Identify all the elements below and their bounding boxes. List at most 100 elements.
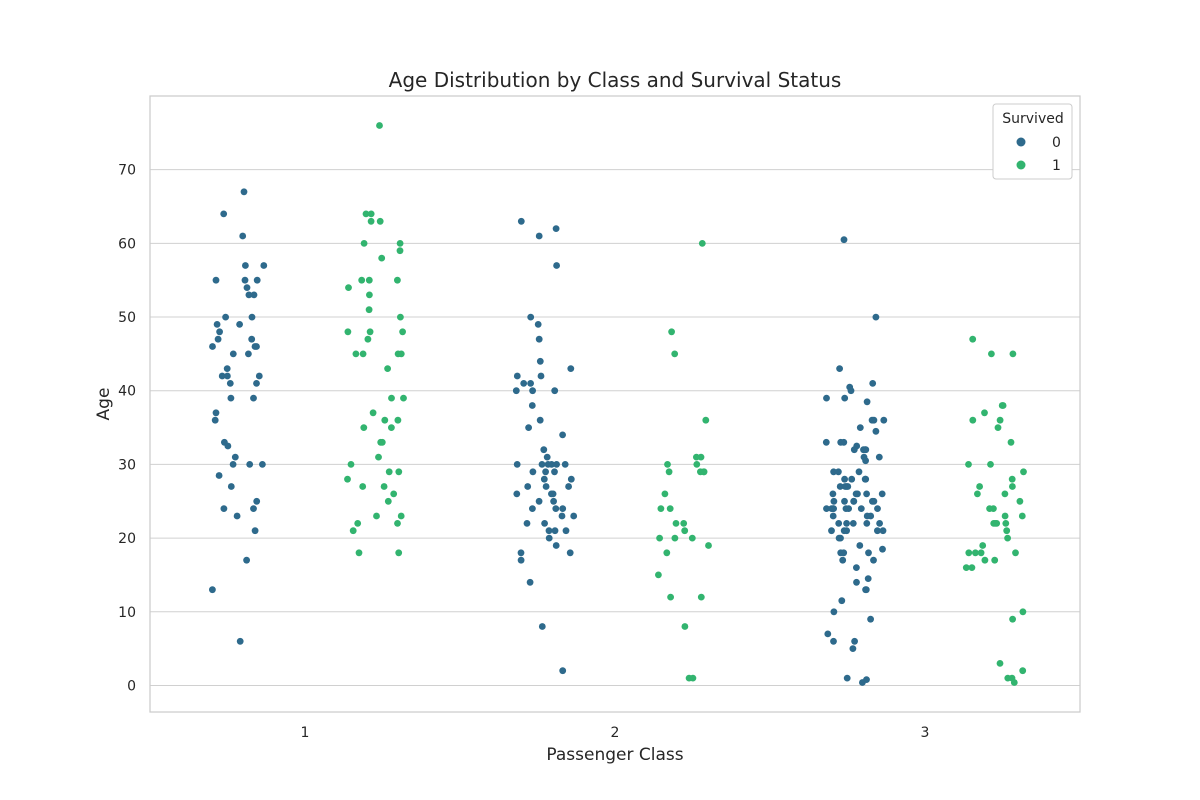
- data-point-survived-0-class-1: [246, 461, 254, 468]
- data-point-survived-0-class-2: [526, 578, 534, 586]
- data-point-survived-1-class-3: [965, 549, 973, 557]
- data-point-survived-0-class-2: [513, 490, 521, 498]
- data-point-survived-1-class-1: [395, 468, 403, 476]
- data-point-survived-1-class-2: [666, 505, 674, 512]
- data-point-survived-0-class-2: [517, 556, 525, 564]
- data-point-survived-0-class-2: [525, 424, 532, 431]
- data-point-survived-0-class-1: [236, 637, 244, 645]
- data-point-survived-0-class-2: [551, 527, 559, 535]
- data-point-survived-1-class-2: [656, 534, 663, 542]
- data-point-survived-1-class-3: [1019, 667, 1027, 675]
- data-point-survived-0-class-1: [253, 497, 261, 505]
- data-point-survived-0-class-3: [830, 608, 838, 616]
- data-point-survived-0-class-2: [552, 225, 560, 233]
- data-point-survived-0-class-1: [255, 372, 263, 380]
- data-point-survived-0-class-3: [863, 512, 871, 520]
- x-tick-labels: 1 2 3: [301, 725, 930, 741]
- data-point-survived-0-class-1: [248, 335, 256, 343]
- data-point-survived-0-class-1: [216, 328, 224, 336]
- data-point-survived-0-class-1: [233, 512, 241, 520]
- data-point-survived-1-class-3: [981, 409, 988, 417]
- data-point-survived-0-class-3: [849, 520, 857, 527]
- data-point-survived-0-class-2: [541, 520, 548, 527]
- data-point-survived-0-class-3: [830, 497, 838, 505]
- data-point-survived-0-class-2: [534, 321, 542, 328]
- data-point-survived-0-class-3: [868, 416, 876, 424]
- data-point-survived-0-class-1: [223, 365, 231, 372]
- data-point-survived-0-class-3: [829, 505, 837, 512]
- data-point-survived-1-class-1: [367, 210, 375, 218]
- data-point-survived-0-class-3: [863, 520, 871, 527]
- data-point-survived-0-class-1: [251, 527, 259, 535]
- data-point-survived-0-class-3: [859, 679, 866, 686]
- data-point-survived-0-class-3: [829, 490, 837, 498]
- data-point-survived-0-class-1: [245, 291, 253, 299]
- chart-title: Age Distribution by Class and Survival S…: [389, 68, 842, 92]
- data-point-survived-0-class-1: [229, 461, 237, 468]
- data-point-survived-0-class-3: [869, 380, 877, 387]
- data-point-survived-0-class-2: [544, 461, 552, 468]
- data-point-survived-1-class-3: [996, 416, 1004, 424]
- data-point-survived-1-class-1: [362, 210, 370, 218]
- data-point-survived-0-class-2: [538, 623, 546, 630]
- data-point-survived-0-class-2: [561, 461, 569, 468]
- data-point-survived-1-class-3: [974, 490, 981, 498]
- data-point-survived-1-class-1: [360, 424, 368, 431]
- data-point-survived-0-class-3: [841, 475, 848, 483]
- data-point-survived-0-class-3: [823, 505, 830, 512]
- data-point-survived-1-class-2: [688, 534, 696, 542]
- data-point-survived-0-class-2: [540, 446, 548, 454]
- gridlines: [150, 169, 1080, 686]
- data-point-survived-0-class-1: [227, 483, 235, 490]
- data-point-survived-1-class-1: [400, 394, 407, 402]
- data-point-survived-0-class-3: [836, 365, 843, 372]
- data-point-survived-0-class-3: [878, 490, 886, 498]
- y-tick-label: 60: [118, 236, 136, 252]
- data-point-survived-1-class-2: [697, 593, 705, 601]
- data-point-survived-1-class-1: [381, 416, 389, 424]
- data-point-survived-0-class-1: [209, 343, 216, 350]
- data-point-survived-0-class-3: [863, 490, 870, 498]
- data-point-survived-0-class-1: [243, 284, 251, 291]
- data-point-survived-1-class-1: [367, 217, 375, 225]
- data-point-survived-1-class-3: [998, 402, 1006, 409]
- data-point-survived-0-class-2: [535, 232, 543, 240]
- data-point-survived-0-class-3: [851, 637, 858, 645]
- data-point-survived-1-class-3: [1008, 475, 1016, 483]
- data-point-survived-0-class-2: [565, 483, 572, 490]
- data-point-survived-0-class-1: [250, 505, 257, 512]
- data-point-survived-0-class-3: [843, 520, 850, 527]
- data-point-survived-1-class-2: [668, 328, 675, 336]
- data-point-survived-0-class-2: [536, 357, 544, 365]
- data-point-survived-1-class-3: [965, 461, 972, 468]
- data-point-survived-0-class-1: [213, 321, 221, 328]
- data-point-survived-1-class-1: [344, 328, 352, 336]
- legend-label-1: 1: [1052, 158, 1061, 174]
- data-point-survived-0-class-3: [856, 542, 864, 549]
- data-point-survived-0-class-3: [853, 578, 860, 586]
- data-point-survived-0-class-1: [241, 276, 249, 284]
- data-point-survived-1-class-1: [380, 483, 388, 490]
- data-point-survived-0-class-2: [553, 461, 560, 468]
- data-point-survived-0-class-1: [231, 453, 239, 461]
- data-point-survived-0-class-2: [567, 475, 575, 483]
- data-point-survived-0-class-2: [535, 335, 543, 343]
- data-point-survived-0-class-1: [250, 291, 258, 299]
- data-point-survived-0-class-1: [214, 335, 222, 343]
- data-point-survived-0-class-2: [529, 468, 537, 476]
- data-point-survived-0-class-3: [852, 490, 860, 498]
- data-point-survived-0-class-2: [513, 372, 521, 380]
- data-point-survived-0-class-3: [879, 545, 886, 553]
- data-point-survived-0-class-3: [850, 497, 858, 505]
- data-point-survived-0-class-2: [520, 380, 528, 387]
- data-point-survived-1-class-3: [1004, 674, 1012, 682]
- data-point-survived-0-class-2: [527, 313, 535, 321]
- plot-frame: [149, 95, 1081, 713]
- data-point-survived-1-class-2: [698, 240, 706, 247]
- data-point-survived-0-class-3: [862, 475, 870, 483]
- data-point-survived-1-class-3: [1010, 679, 1018, 686]
- data-point-survived-0-class-2: [517, 217, 525, 225]
- data-point-survived-0-class-3: [837, 534, 844, 542]
- data-point-survived-0-class-1: [253, 276, 261, 284]
- data-point-survived-1-class-2: [685, 674, 693, 682]
